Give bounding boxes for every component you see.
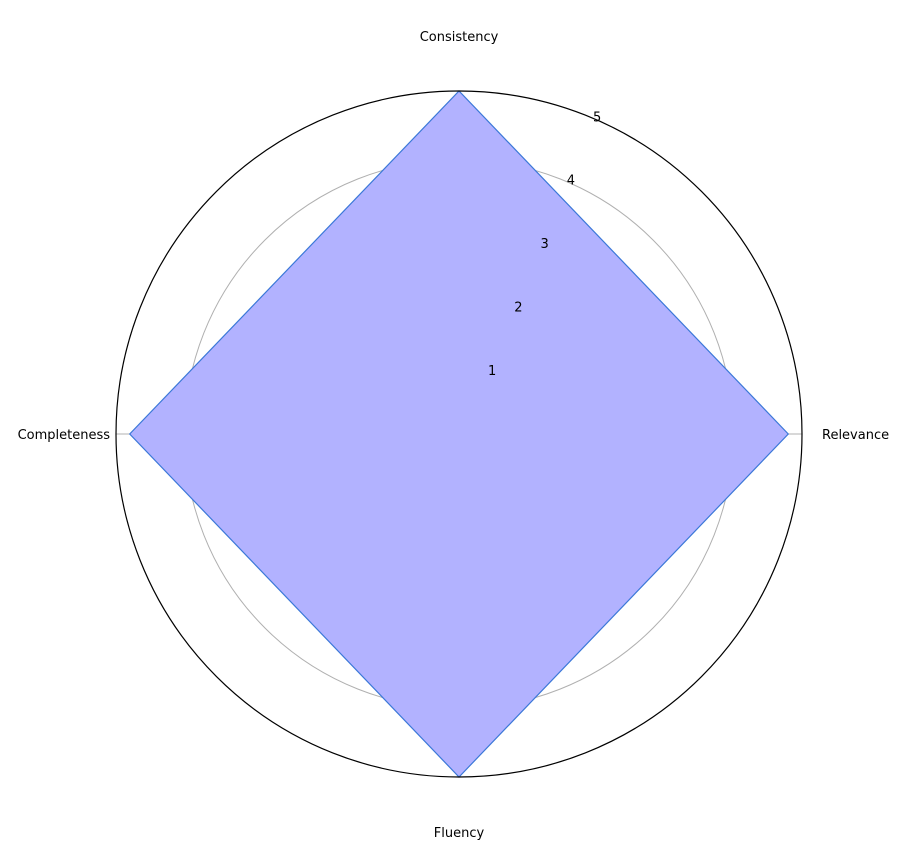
category-label-relevance: Relevance xyxy=(822,428,889,443)
category-labels: Relevance Consistency Completeness Fluency xyxy=(18,30,890,841)
category-label-fluency: Fluency xyxy=(434,826,485,841)
radial-tick-labels: 1 2 3 4 5 xyxy=(488,110,601,379)
rtick-label: 3 xyxy=(541,237,549,252)
series-area-0 xyxy=(128,90,790,778)
frame xyxy=(115,90,803,778)
rtick-label: 1 xyxy=(488,364,496,379)
series-layer xyxy=(128,90,790,778)
rtick-label: 5 xyxy=(593,110,601,125)
outer-frame xyxy=(115,90,803,778)
rtick-label: 2 xyxy=(514,300,522,315)
category-label-completeness: Completeness xyxy=(18,428,111,443)
category-label-consistency: Consistency xyxy=(420,30,499,45)
rtick-label: 4 xyxy=(567,174,575,189)
